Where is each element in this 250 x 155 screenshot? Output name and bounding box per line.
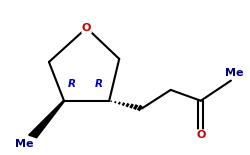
Text: Me: Me	[224, 68, 243, 78]
Text: R: R	[95, 79, 103, 89]
Text: O: O	[195, 130, 205, 140]
Polygon shape	[28, 101, 64, 138]
Text: O: O	[82, 23, 91, 33]
Text: R: R	[67, 79, 75, 89]
Text: Me: Me	[14, 139, 33, 149]
